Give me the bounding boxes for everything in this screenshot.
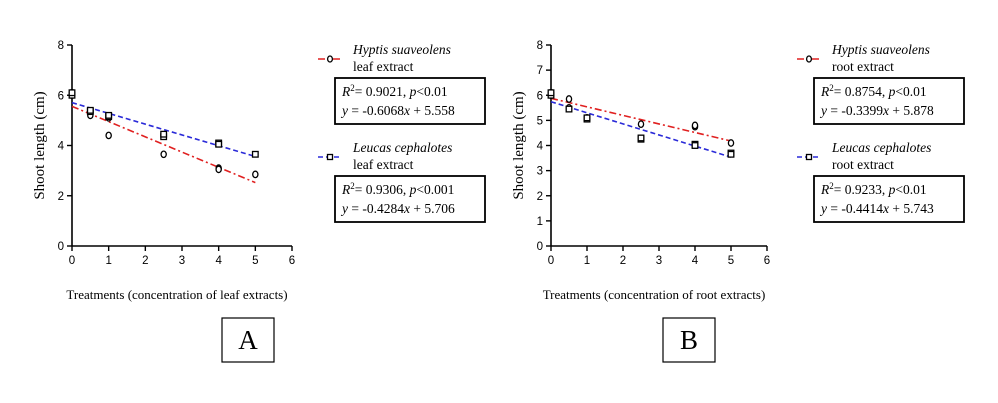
legend-marker [326,153,334,161]
equation-text: y = -0.4284x + 5.706 [340,201,455,216]
panel-label: B [680,325,698,355]
legend-marker [805,55,813,63]
panel-label-box [662,317,716,363]
legend-name: Leucas cephalotes [352,140,452,155]
data-point [727,139,735,147]
stats-box [334,175,486,223]
data-point [68,89,76,97]
panel-label-box [221,317,275,363]
series-leucas [68,89,259,158]
y-tick-label: 2 [58,191,64,203]
x-tick-label: 6 [289,255,295,267]
data-point [86,106,94,114]
data-point [215,140,223,148]
data-point [637,120,645,128]
data-point [160,130,168,138]
legend-marker [326,55,334,63]
x-tick-label: 1 [584,255,590,267]
data-point [251,150,259,158]
y-tick-label: 4 [58,141,65,153]
fit-line-leucas [550,100,732,158]
y-tick-label: 8 [58,40,64,52]
x-tick-label: 3 [179,255,185,267]
equation-text: y = -0.4414x + 5.743 [819,201,934,216]
chart-panel-B: 0 1 2 3 4 5 6 7 8 0 1 2 3 4 5 6 Shoot length (cm) Treatme… [511,40,965,363]
chart-panel-A: 0 2 4 6 8 0 1 2 3 4 5 6 Shoot length (cm) Treatments … [32,40,486,363]
data-point [691,121,699,130]
y-tick-label: 6 [58,90,64,102]
panel-label: A [238,325,258,355]
data-point [105,111,113,119]
stats-box [334,77,486,125]
legend-leucas: Leucas cephalotes root extract R2= 0.9233,… [797,140,965,223]
x-tick-label: 0 [548,255,554,267]
r2-text: R2= 0.8754, p<0.01 [820,83,927,99]
fit-line-hyptis [550,97,732,142]
data-point [565,105,573,113]
stats-box [813,175,965,223]
equation-text: y = -0.6068x + 5.558 [340,103,455,118]
x-tick-label: 6 [764,255,770,267]
data-point [215,165,222,174]
x-tick-label: 5 [728,255,734,267]
x-tick-label: 0 [69,255,75,267]
legend-sub: root extract [832,157,894,172]
y-tick-label: 0 [537,241,543,253]
data-point [691,142,699,149]
y-tick-label: 1 [537,216,543,228]
y-tick-label: 3 [537,166,543,178]
equation-text: y = -0.3399x + 5.878 [819,103,934,118]
y-tick-label: 0 [58,241,64,253]
y-tick-label: 8 [537,40,543,52]
y-tick-label: 4 [537,141,544,153]
y-tick-label: 5 [537,115,543,127]
x-tick-label: 4 [215,255,222,267]
r2-text: R2= 0.9233, p<0.01 [820,181,927,197]
fit-line-leucas [71,101,256,158]
y-axis-label: Shoot length (cm) [32,91,48,199]
x-tick-label: 5 [252,255,258,267]
data-point [160,150,167,159]
legend-name: Hyptis suaveolens [831,42,930,57]
y-axis-label: Shoot length (cm) [511,91,527,199]
data-point [547,89,555,97]
x-tick-label: 2 [620,255,626,267]
data-point [637,134,645,142]
data-point [727,150,735,158]
x-axis-label: Treatments (concentration of leaf extrac… [66,287,287,302]
legend-leucas: Leucas cephalotes leaf extract R2= 0.9306,… [318,140,486,223]
legend-name: Leucas cephalotes [831,140,931,155]
r2-text: R2= 0.9021, p<0.01 [341,83,448,99]
legend-sub: root extract [832,59,894,74]
y-tick-label: 2 [537,191,543,203]
y-tick-label: 6 [537,90,543,102]
fit-line-hyptis [71,105,256,184]
legend-marker [805,153,813,161]
x-tick-label: 4 [692,255,699,267]
data-point [565,95,573,103]
series-leucas [547,89,735,158]
data-point [105,131,112,140]
x-tick-label: 1 [105,255,111,267]
x-tick-label: 3 [656,255,662,267]
data-point [252,170,259,179]
legend-hyptis: Hyptis suaveolens leaf extract R2= 0.9021,… [318,42,486,125]
legend-hyptis: Hyptis suaveolens root extract R2= 0.8754,… [797,42,965,125]
legend-name: Hyptis suaveolens [352,42,451,57]
y-tick-label: 7 [537,65,543,77]
legend-sub: leaf extract [353,59,414,74]
r2-text: R2= 0.9306, p<0.001 [341,181,454,197]
x-tick-label: 2 [142,255,148,267]
data-point [583,114,591,122]
x-axis-label: Treatments (concentration of root extrac… [543,287,766,302]
stats-box [813,77,965,125]
legend-sub: leaf extract [353,157,414,172]
